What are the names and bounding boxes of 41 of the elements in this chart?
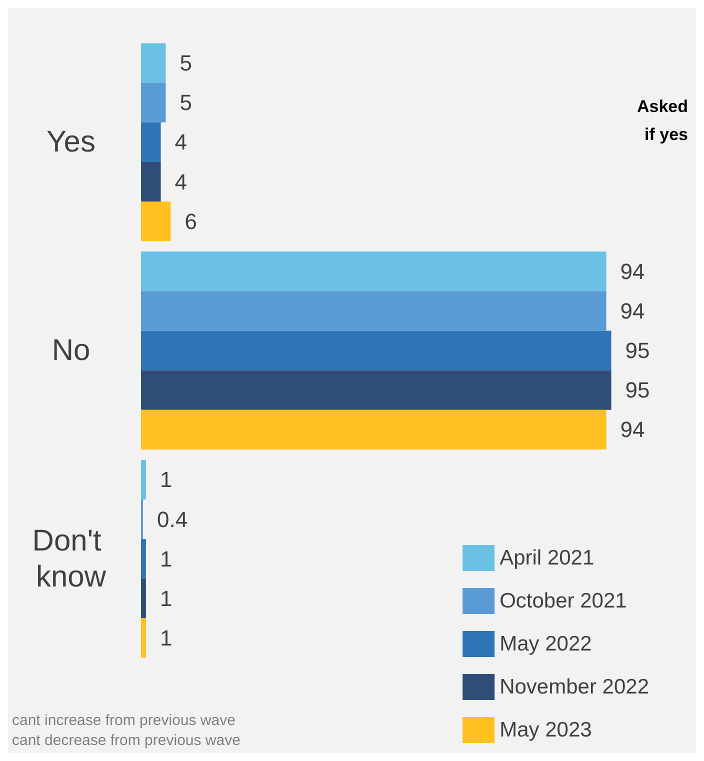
- legend-label: April 2021: [500, 546, 594, 570]
- bar: [141, 410, 606, 450]
- text: Asked: [636, 97, 688, 116]
- data-label: 94: [620, 417, 645, 442]
- text: cant decrease from previous wave: [12, 732, 240, 749]
- bar: [141, 618, 146, 658]
- data-label: 1: [160, 546, 172, 572]
- bar: [141, 202, 171, 242]
- bar: [141, 122, 161, 162]
- data-label: 1: [160, 626, 172, 650]
- data-label: 5: [180, 90, 192, 116]
- bar: [141, 330, 612, 370]
- y-tick-label: No: [52, 334, 90, 367]
- bar: [141, 539, 146, 579]
- data-label: 95: [625, 338, 650, 363]
- legend-label: October 2021: [500, 590, 627, 612]
- bar: [141, 291, 606, 331]
- legend-label: May 2023: [500, 718, 592, 742]
- data-label: 4: [174, 169, 188, 194]
- legend-label: November 2022: [500, 676, 649, 698]
- data-label: 1: [160, 586, 172, 611]
- data-label: 0.4: [156, 506, 188, 532]
- bar: [141, 82, 166, 122]
- legend-label: May 2022: [500, 632, 592, 656]
- data-label: 6: [184, 208, 197, 234]
- data-label: 94: [620, 298, 645, 324]
- y-tick-label: Yes: [46, 126, 96, 159]
- data-label: 95: [625, 378, 650, 403]
- y-tick-label: Don't know: [32, 524, 110, 594]
- bar: [141, 578, 146, 618]
- data-label: 94: [620, 258, 645, 284]
- data-label: 1: [160, 467, 172, 492]
- bar: [141, 252, 606, 292]
- bar: [141, 43, 166, 83]
- data-label: 5: [180, 50, 192, 76]
- text: cant increase from previous wave: [12, 712, 236, 729]
- bar: [141, 162, 161, 202]
- text: if yes: [644, 125, 688, 144]
- bar: [141, 370, 612, 410]
- data-label: 4: [174, 130, 188, 155]
- bar: [141, 460, 146, 500]
